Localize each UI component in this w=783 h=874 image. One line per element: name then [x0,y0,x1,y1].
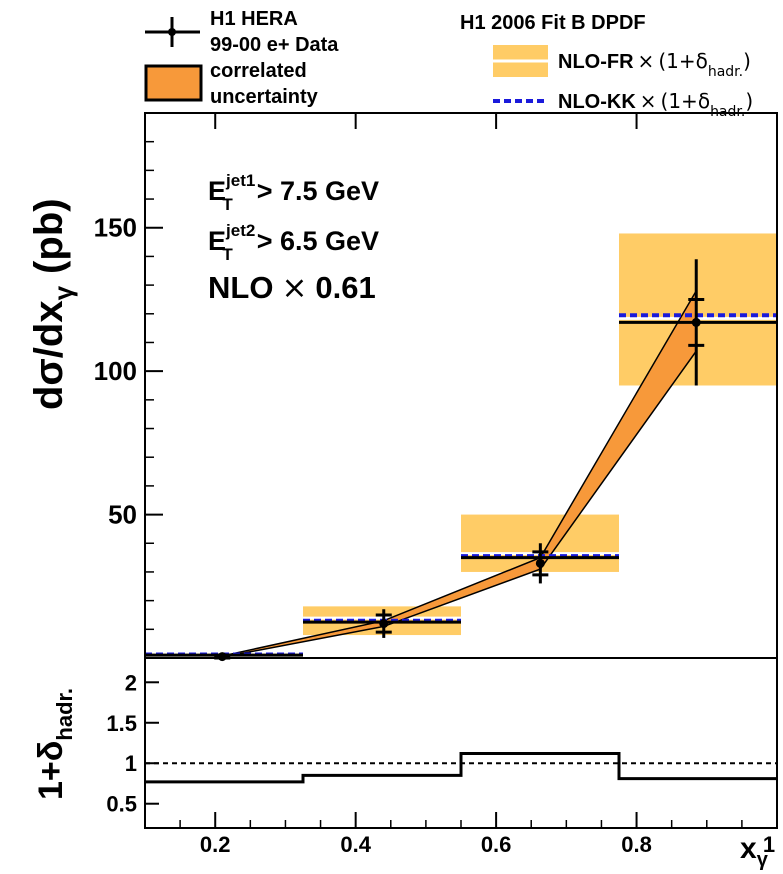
ratio-ytick-label-1: 1 [125,751,137,776]
ratio-frame-box [144,657,778,829]
ratio-step-line [145,752,777,784]
ratio-ytick-label-0: 0.5 [106,792,137,817]
et-jet1-cut: Ejet1 T > 7.5 GeV [208,171,379,214]
ratio-ytick-label-2: 1.5 [106,711,137,736]
nlo-fr-bands [145,233,777,657]
legend-data-line2: 99-00 e+ Data [210,34,339,56]
legend-model-title: H1 2006 Fit B DPDF [460,12,646,34]
legend-fr-label: NLO-FR × (1+δhadr.) [558,49,751,80]
main-ytick-label-2: 150 [94,213,137,243]
data-point-3 [691,317,701,327]
et-jet2-cut: Ejet2 T > 6.5 GeV [208,221,379,264]
legend-corr-line1: correlated [210,60,307,82]
legend-corr-swatch [144,64,203,102]
data-point-1 [379,619,389,629]
xtick-label-2: 0.6 [481,832,512,857]
legend-kk-label: NLO-KK × (1+δhadr.) [558,89,753,120]
xtick-label-0: 0.2 [200,832,231,857]
xtick-label-1: 0.4 [340,832,371,857]
main-ytick-label-0: 50 [108,500,137,530]
data-point-0 [217,652,227,662]
xtick-label-3: 0.8 [621,832,652,857]
main-ytick-label-1: 100 [94,356,137,386]
main-y-axis-label: dσ/dxγ(pb) [27,198,78,410]
legend-data-marker [145,17,200,47]
data-point-2 [535,558,545,568]
xtick-label-4: 1 [763,832,775,857]
legend-data-line1: H1 HERA [210,8,298,30]
legend-right: H1 2006 Fit B DPDF NLO-FR × (1+δhadr.) NLO… [460,12,753,120]
axis-ticks: 50 100 150 0.5 1 1.5 2 0.2 0.4 0.6 0.8 1 [94,113,778,857]
nlo-fr-band-3 [619,233,777,386]
ratio-y-axis-label: 1+δhadr. [32,688,77,800]
legend-corr-line2: uncertainty [210,86,319,108]
x-axis-label: xγ [740,832,769,871]
ratio-histogram [145,752,777,784]
ratio-plot-frame [144,657,778,829]
ratio-ytick-label-3: 2 [125,670,137,695]
data-points [214,259,705,662]
legend-left: H1 HERA 99-00 e+ Data correlated uncerta… [144,8,339,108]
nlo-scale-factor: NLO × 0.61 [208,270,376,306]
